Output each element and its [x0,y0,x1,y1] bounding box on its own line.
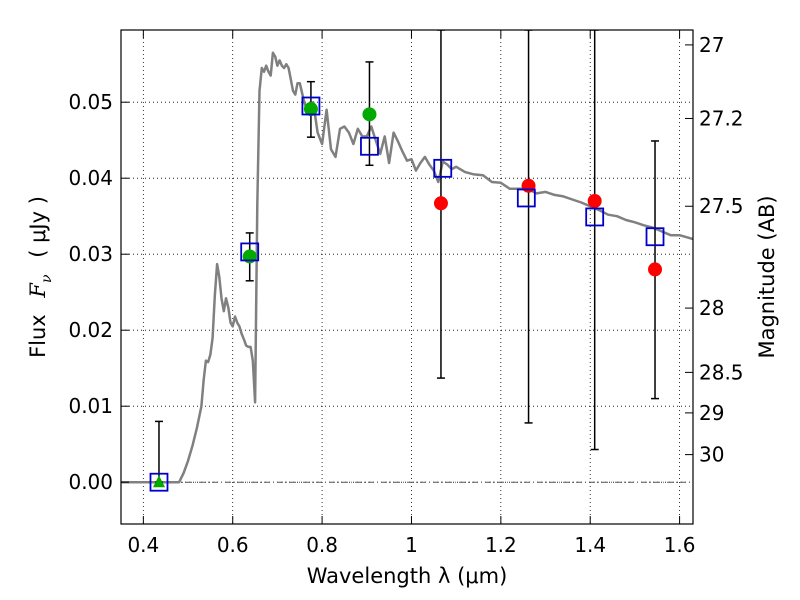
x-tick-label: 0.6 [217,533,249,557]
y-tick-label: 0.03 [68,242,113,266]
y-axis-title-prefix: Flux [26,314,50,358]
y2-tick-label: 29 [699,401,724,425]
y2-tick-label: 28.5 [699,360,744,384]
x-tick-label: 1 [405,533,418,557]
y2-tick-label: 27.2 [699,106,744,130]
y2-tick-label: 27.5 [699,194,744,218]
y-tick-label: 0.04 [68,166,113,190]
data-point-detections [303,102,318,117]
y2-tick-label: 30 [699,443,724,467]
ticks-group [121,30,693,524]
y2-tick-label: 28 [699,296,724,320]
data-point-detections [362,107,377,122]
y2-axis-title: Magnitude (AB) [755,195,779,358]
y-tick-label: 0.05 [68,90,113,114]
data-point-model-photometry [433,158,453,178]
x-tick-label: 1.6 [664,533,696,557]
data-point-low-significance [648,262,663,277]
y-axis-title: Flux Fν ( μJy ) [26,196,56,358]
data-point-model-photometry [360,136,379,156]
data-point-model-photometry [645,227,665,247]
x-tick-label: 0.4 [127,533,159,557]
data-point-detections [242,249,257,264]
data-point-model-photometry [585,207,605,227]
data-point-model-photometry [516,188,536,208]
y-tick-label: 0.02 [68,318,113,342]
y-tick-label: 0.01 [68,394,113,418]
data-point-model-photometry [240,242,260,262]
y-axis-title-units: ( μJy ) [26,196,50,258]
data-point-low-significance [521,178,536,193]
x-tick-label: 0.8 [306,533,338,557]
y2-tick-label: 27 [699,33,724,57]
svg-text:Flux Fν ( μJy ): Flux Fν ( μJy ) [26,196,56,358]
data-point-model-photometry [149,472,169,492]
y-axis-title-subscript: ν [39,274,55,283]
data-point-low-significance [587,194,602,208]
x-tick-label: 1.4 [574,533,606,557]
tick-labels-group: 0.4 0.6 0.8 1 1.2 1.4 1.6 0.00 0.01 0.02 0.03 0.04 0… [68,33,743,557]
data-point-low-significance [433,196,448,211]
markers-group [149,96,665,492]
data-point-non-detection [152,475,165,488]
plot-frame [120,29,694,525]
x-axis-title: Wavelength λ (μm) [307,564,508,588]
data-point-model-photometry [301,96,321,116]
x-tick-label: 1.2 [485,533,517,557]
grid [121,30,693,524]
y-axis-title-symbol: F [26,282,50,299]
y-tick-label: 0.00 [68,470,113,494]
